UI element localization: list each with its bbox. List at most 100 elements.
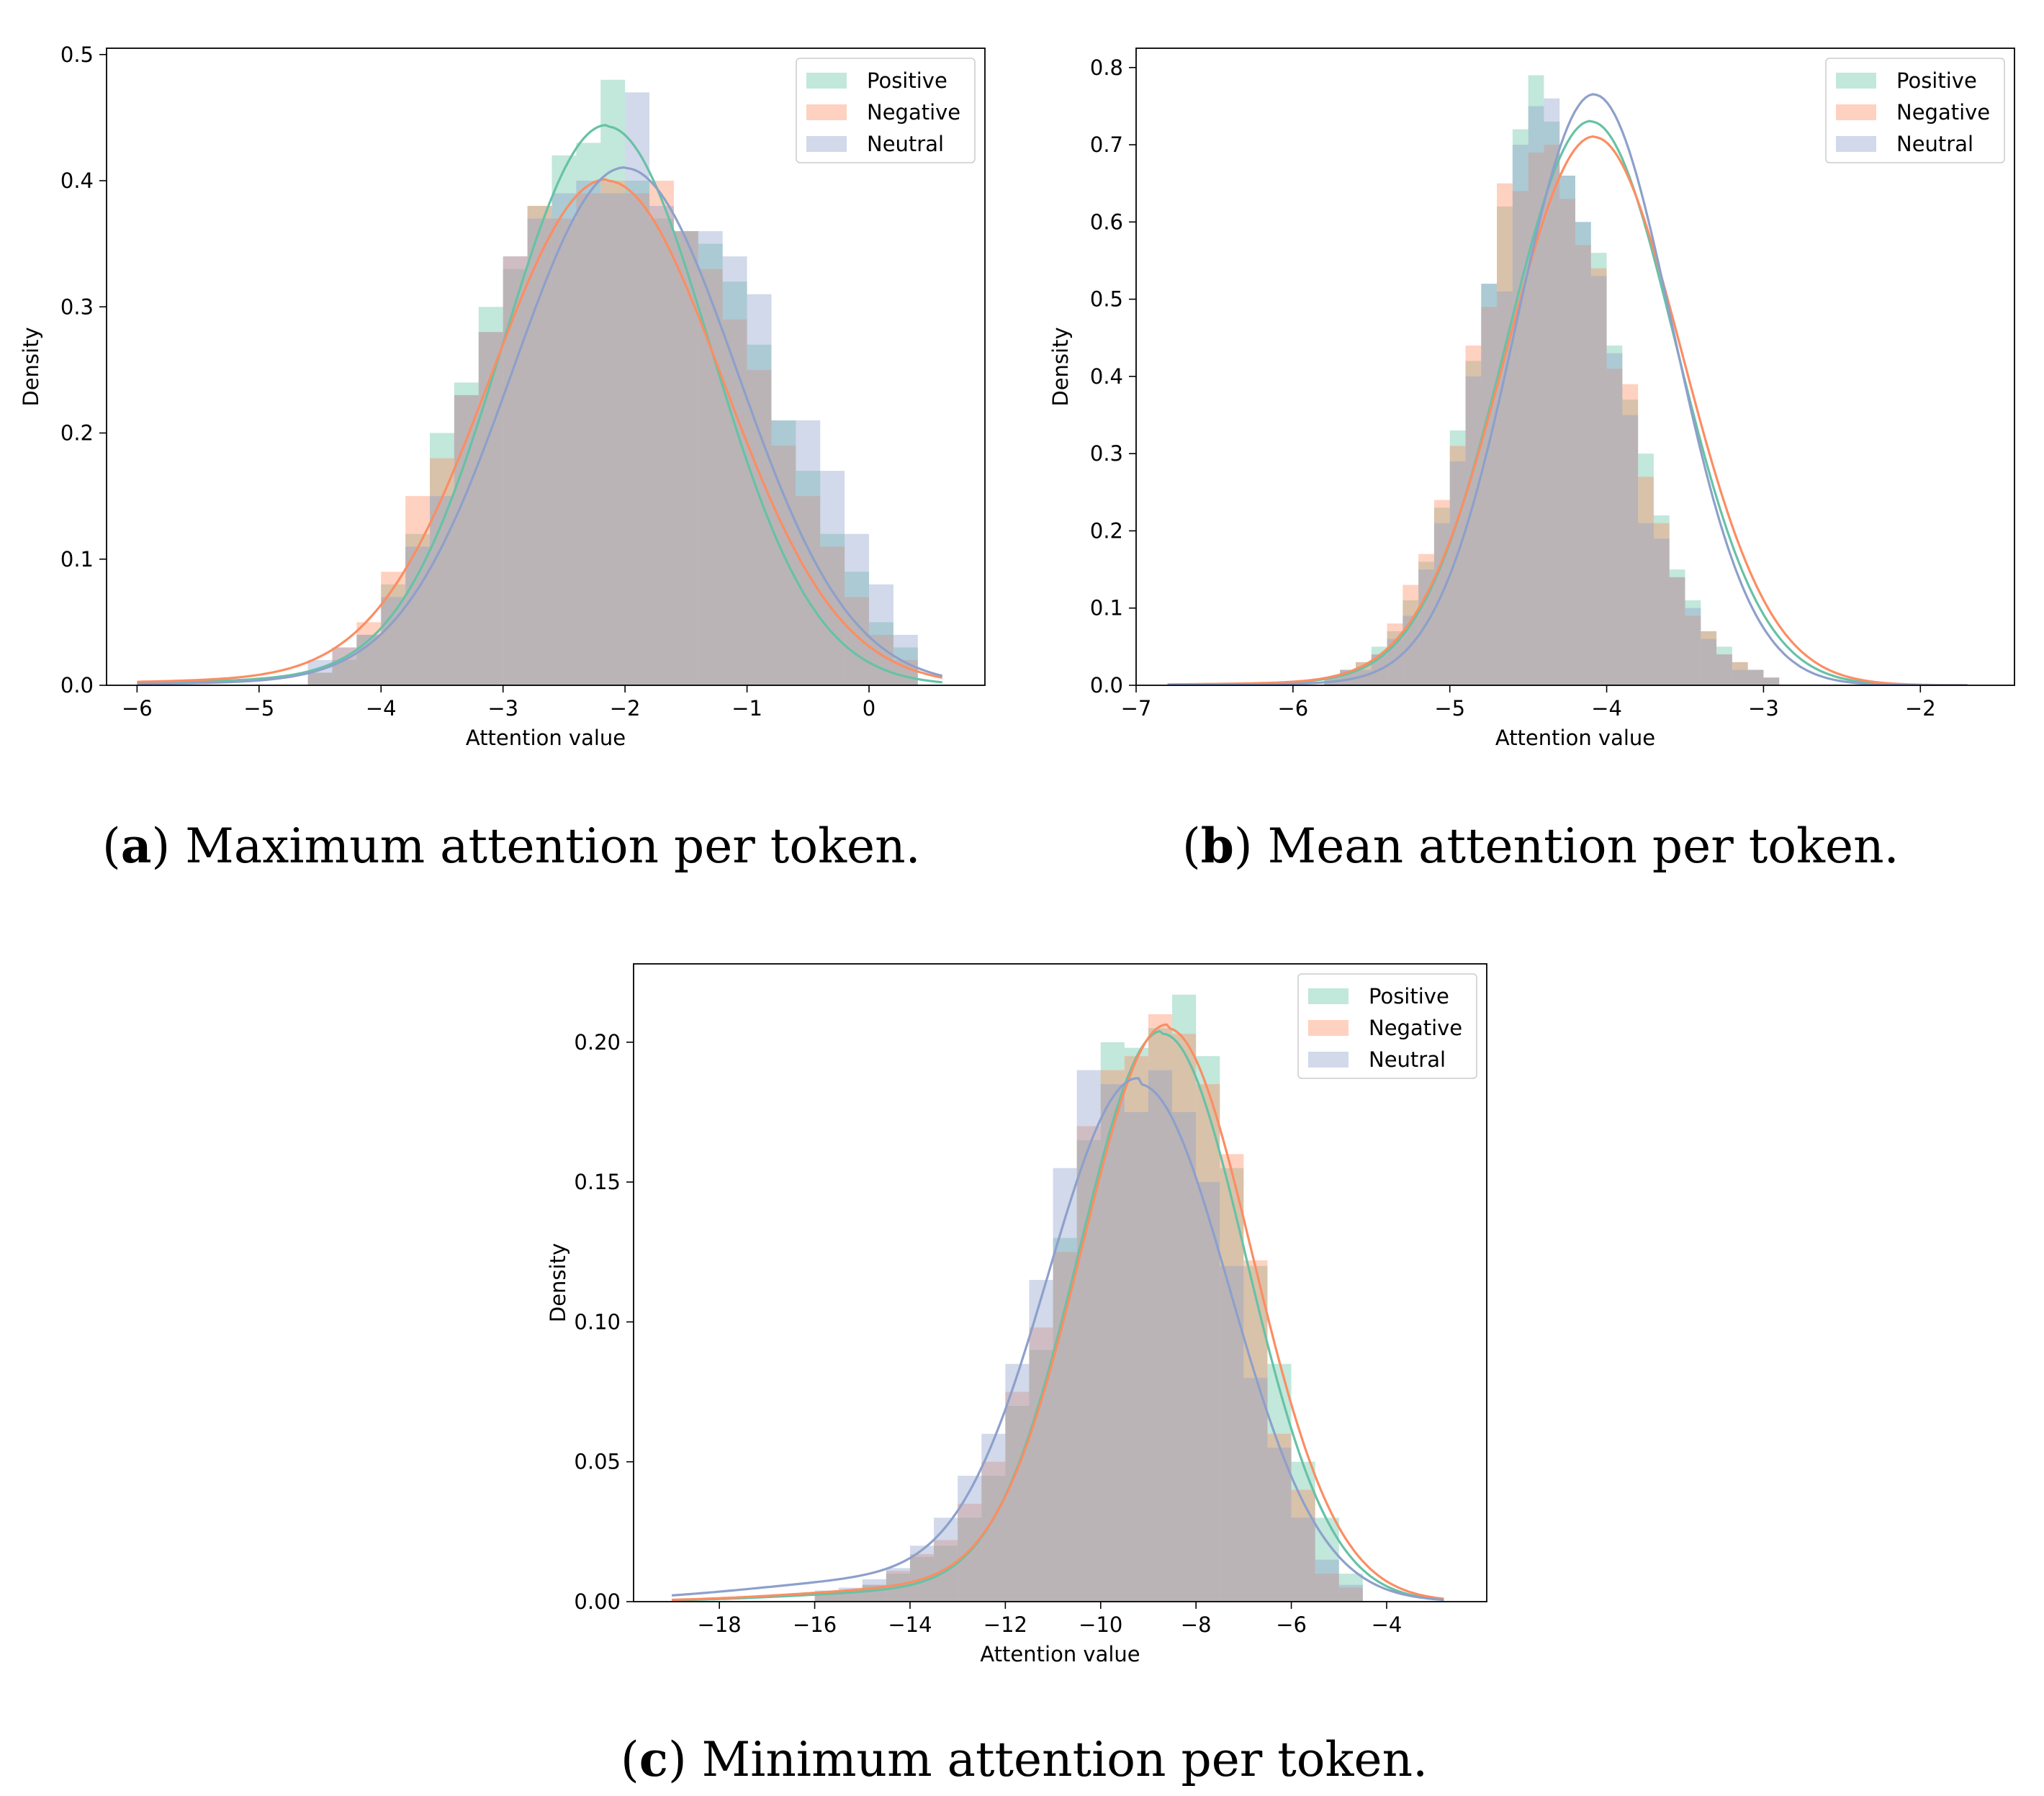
caption-b: (b) Mean attention per token.	[1182, 818, 1899, 874]
y-tick-label: 0.4	[60, 168, 94, 193]
hist-negative-c	[814, 1014, 1363, 1602]
x-axis-label: Attention value	[980, 1642, 1140, 1666]
legend-c: Positive Negative Neutral	[1297, 973, 1477, 1079]
bar-negative-11	[1076, 1126, 1101, 1602]
bar-positive-20	[1638, 453, 1654, 685]
bar-positive-14	[1148, 1028, 1173, 1602]
bar-neutral-17	[1220, 1265, 1244, 1602]
bar-neutral-17	[1590, 276, 1607, 685]
y-tick-label: 0.2	[60, 421, 94, 446]
bar-neutral-8	[1005, 1363, 1030, 1602]
bar-negative-25	[1716, 654, 1732, 685]
legend-swatch-negative	[1308, 1020, 1349, 1036]
y-tick-label: 0.05	[574, 1450, 621, 1474]
legend-box	[796, 58, 976, 163]
bar-positive-8	[1005, 1405, 1030, 1602]
y-tick-label: 0.10	[574, 1309, 621, 1334]
x-axis-label: Attention value	[1495, 726, 1655, 750]
bar-positive-23	[1685, 600, 1701, 685]
bar-neutral-21	[1315, 1559, 1339, 1602]
caption-b-letter: b	[1200, 818, 1234, 874]
bar-neutral-10	[551, 193, 577, 685]
bar-neutral-5	[1403, 615, 1419, 685]
legend-swatch-neutral	[1836, 136, 1876, 152]
kde-line-negative	[671, 1023, 1444, 1602]
bar-negative-0	[307, 672, 333, 685]
bar-positive-28	[1763, 677, 1780, 685]
bar-positive-10	[1481, 284, 1498, 685]
bar-negative-21	[1315, 1574, 1339, 1602]
bar-negative-22	[845, 597, 870, 685]
bar-neutral-18	[1243, 1378, 1268, 1602]
y-tick-label: 0.2	[1090, 518, 1123, 543]
bar-positive-15	[1172, 994, 1197, 1602]
caption-c: (c) Minimum attention per token.	[621, 1731, 1428, 1787]
bar-neutral-4	[405, 546, 431, 685]
bar-neutral-8	[1449, 461, 1466, 685]
bar-neutral-9	[527, 218, 552, 685]
y-tick-label: 0.0	[1090, 673, 1123, 698]
bar-positive-24	[1701, 631, 1717, 685]
bar-neutral-12	[1512, 145, 1529, 685]
y-axis-label: Density	[19, 327, 43, 406]
bar-neutral-13	[1528, 106, 1544, 685]
bar-neutral-8	[503, 256, 528, 685]
bar-positive-21	[1653, 515, 1670, 685]
bar-negative-12	[600, 181, 626, 685]
bar-neutral-20	[796, 420, 821, 685]
bar-positive-22	[1338, 1574, 1363, 1602]
legend-label-positive: Positive	[1896, 68, 1977, 93]
caption-a-letter: a	[120, 818, 152, 874]
bar-negative-19	[771, 446, 796, 685]
y-tick-label: 0.20	[574, 1030, 621, 1055]
bar-positive-11	[1497, 206, 1513, 685]
kde-line-neutral	[671, 1077, 1444, 1602]
bar-negative-23	[1685, 615, 1701, 685]
bar-negative-21	[820, 546, 845, 685]
y-axis-label: Density	[1048, 327, 1073, 406]
kde-line-positive	[137, 124, 942, 685]
bar-negative-26	[1732, 662, 1748, 685]
bar-neutral-16	[1196, 1182, 1220, 1602]
x-tick-label: −12	[983, 1612, 1027, 1637]
bar-neutral-14	[1544, 98, 1560, 685]
chart-c: −18 −16 −14 −12 −10 −8 −6 −4 0.00 0.05 0.10 0.15 0.2…	[546, 963, 1487, 1666]
y-tick-label: 0.6	[1090, 209, 1123, 234]
caption-c-letter: c	[639, 1731, 668, 1787]
bar-positive-7	[981, 1476, 1006, 1602]
x-tick-label: −10	[1079, 1612, 1122, 1637]
x-tick-label: −6	[1276, 1612, 1307, 1637]
hist-neutral-c	[814, 1070, 1363, 1602]
bar-positive-14	[649, 218, 674, 685]
x-tick-label: −14	[888, 1612, 932, 1637]
bar-neutral-23	[1685, 608, 1701, 685]
plot-area-a	[137, 79, 943, 685]
bar-positive-27	[1747, 669, 1764, 685]
bar-positive-26	[1732, 662, 1748, 685]
x-tick-label: −6	[122, 696, 153, 721]
x-tick-label: −18	[698, 1612, 742, 1637]
bar-positive-19	[1267, 1363, 1292, 1602]
bar-negative-13	[625, 193, 650, 685]
bar-negative-18	[1606, 369, 1623, 685]
bar-neutral-23	[869, 584, 893, 685]
x-tick-label: −5	[1434, 696, 1465, 721]
x-tick-label: −3	[1748, 696, 1779, 721]
bar-neutral-14	[649, 206, 674, 685]
bar-negative-10	[551, 218, 577, 685]
caption-c-text: Minimum attention per token.	[701, 1732, 1428, 1787]
bar-neutral-22	[845, 533, 870, 685]
chart-b: −7 −6 −5 −4 −3 −2 0.0 0.1 0.2 0.3 0.4 0.5 0.6 0.7 0.8 A…	[1048, 48, 2015, 750]
kde-line-negative	[137, 178, 943, 683]
bar-neutral-6	[958, 1476, 982, 1602]
bar-positive-5	[430, 433, 454, 685]
bar-neutral-18	[1606, 353, 1623, 685]
x-tick-label: −3	[487, 696, 518, 721]
bar-positive-11	[576, 143, 601, 685]
bar-negative-15	[1559, 199, 1575, 685]
x-tick-label: 0	[863, 696, 875, 721]
bar-positive-10	[1053, 1237, 1077, 1602]
kde-line-neutral	[137, 166, 943, 685]
x-tick-label: −5	[243, 696, 274, 721]
